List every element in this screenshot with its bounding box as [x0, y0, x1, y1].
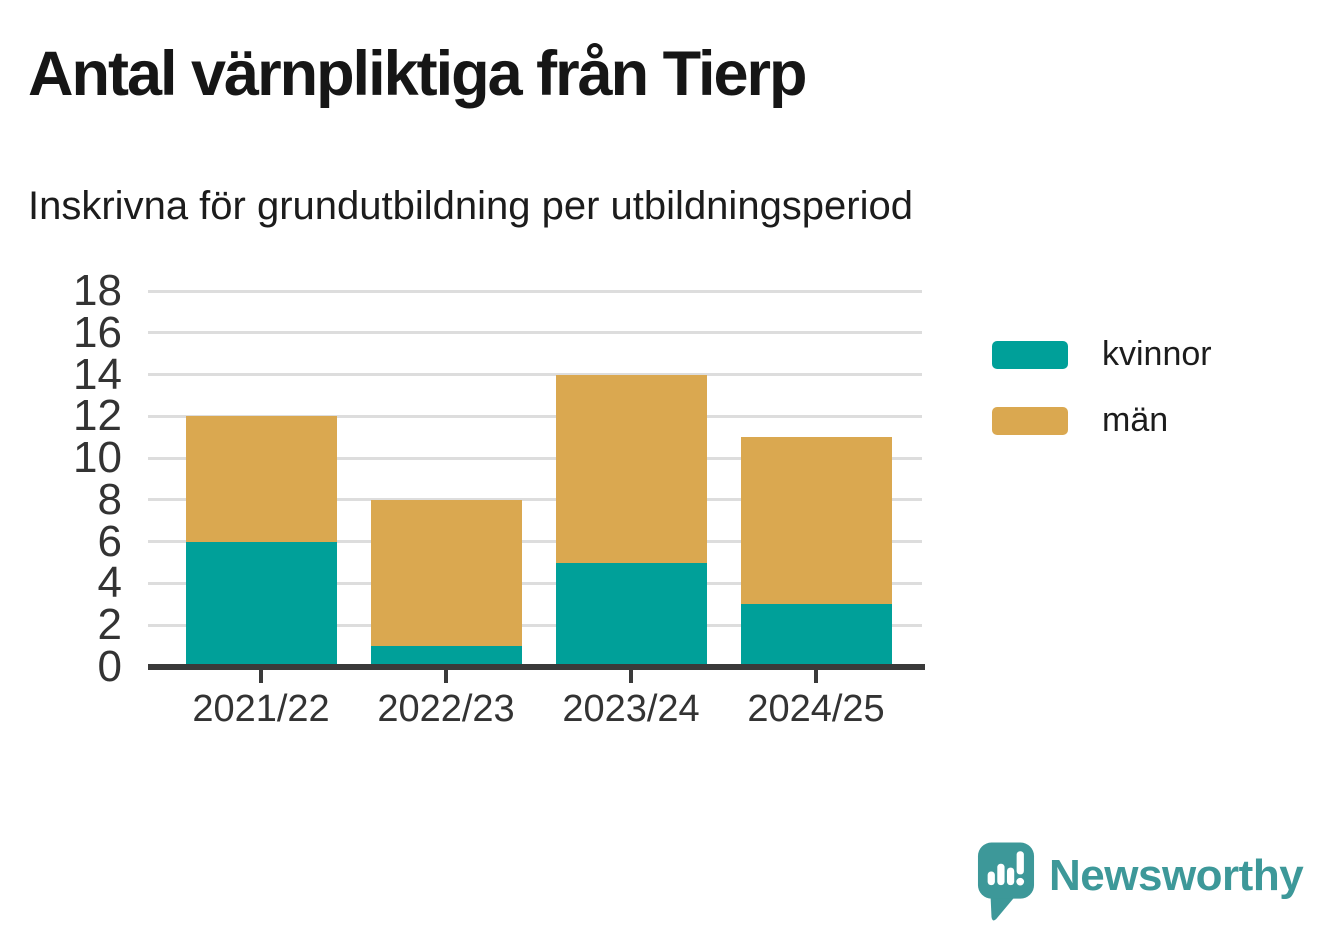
chart-subtitle: Inskrivna för grundutbildning per utbild…: [28, 184, 913, 228]
y-tick-label-8: 8: [97, 474, 122, 524]
bar-2023-24-män: [555, 374, 707, 563]
bar-2024-25-män: [740, 437, 892, 605]
gridline-y-6: [148, 540, 922, 544]
x-tick-2024-25: [814, 670, 818, 683]
legend-swatch-kvinnor: [992, 340, 1068, 369]
bar-2021-22-kvinnor: [185, 541, 337, 667]
newsworthy-logo-icon: [977, 842, 1035, 921]
legend-swatch-man: [992, 406, 1068, 435]
y-tick-label-18: 18: [73, 266, 122, 315]
newsworthy-branding: Newsworthy: [977, 841, 1304, 933]
legend-item-kvinnor: kvinnor: [992, 335, 1212, 374]
gridline-y-12: [148, 414, 922, 418]
legend-label-kvinnor: kvinnor: [1102, 335, 1212, 373]
legend-label-man: män: [1102, 401, 1169, 439]
gridline-y-16: [148, 331, 922, 335]
gridline-y-14: [148, 373, 922, 377]
gridline-y-4: [148, 581, 922, 585]
gridline-y-10: [148, 456, 922, 460]
legend-item-man: män: [992, 401, 1212, 440]
gridline-y-8: [148, 498, 922, 502]
x-tick-2023-24: [629, 670, 633, 683]
newsworthy-logo-text: Newsworthy: [1049, 851, 1304, 900]
y-tick-label-0: 0: [97, 642, 122, 691]
x-axis-line: [148, 664, 925, 670]
bar-2022-23-män: [370, 499, 522, 647]
bar-2021-22-män: [185, 416, 337, 542]
x-tick-2021-22: [259, 670, 263, 683]
y-tick-label-4: 4: [97, 558, 122, 608]
y-tick-label-14: 14: [73, 349, 122, 399]
x-tick-2022-23: [444, 670, 448, 683]
y-tick-label-16: 16: [73, 307, 122, 357]
x-category-label-2023-24: 2023/24: [562, 688, 700, 730]
bar-2022-23-kvinnor: [370, 646, 522, 667]
plot-area: [148, 289, 922, 667]
y-tick-label-12: 12: [73, 391, 122, 441]
legend: kvinnor män: [992, 335, 1212, 467]
y-tick-label-10: 10: [73, 433, 122, 483]
bar-2024-25-kvinnor: [740, 604, 892, 667]
bar-2023-24-kvinnor: [555, 562, 707, 667]
y-tick-label-6: 6: [97, 516, 122, 566]
gridline-y-18: [148, 289, 922, 293]
x-category-label-2021-22: 2021/22: [192, 688, 330, 730]
x-category-label-2022-23: 2022/23: [377, 688, 515, 730]
gridline-y-2: [148, 623, 922, 627]
chart-title: Antal värnpliktiga från Tierp: [28, 39, 808, 109]
x-category-label-2024-25: 2024/25: [747, 688, 885, 730]
y-tick-label-2: 2: [97, 600, 122, 650]
